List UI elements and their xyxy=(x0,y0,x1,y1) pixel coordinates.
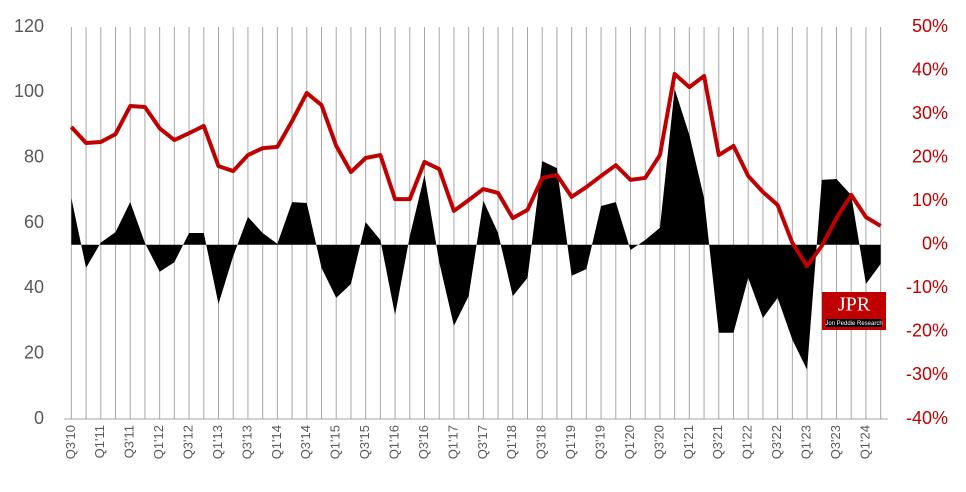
x-tick-label: Q3'23 xyxy=(828,425,843,459)
y2-tick-label: 0% xyxy=(922,234,948,254)
x-tick-label: Q3'12 xyxy=(181,425,196,459)
x-tick-label: Q3'10 xyxy=(63,425,78,459)
y-tick-label: 20 xyxy=(24,342,44,362)
x-tick-label: Q1'23 xyxy=(799,425,814,459)
x-tick-label: Q3'22 xyxy=(769,425,784,459)
y2-tick-label: 30% xyxy=(912,103,948,123)
x-tick-label: Q3'20 xyxy=(651,425,666,459)
y-tick-label: 40 xyxy=(24,277,44,297)
x-tick-label: Q1'11 xyxy=(92,425,107,458)
y-tick-label: 100 xyxy=(14,81,44,101)
y-tick-label: 60 xyxy=(24,212,44,232)
logo-text: JPR xyxy=(838,294,871,316)
x-tick-label: Q3'21 xyxy=(710,425,725,459)
y-tick-label: 80 xyxy=(24,146,44,166)
y-tick-label: 0 xyxy=(34,408,44,428)
x-tick-label: Q3'14 xyxy=(298,425,313,459)
logo-subtitle: Jon Peddie Research xyxy=(825,321,882,327)
x-tick-label: Q3'19 xyxy=(593,425,608,459)
x-tick-label: Q3'13 xyxy=(239,425,254,459)
y2-tick-label: -40% xyxy=(906,408,948,428)
y2-tick-label: 20% xyxy=(912,146,948,166)
logo-strip xyxy=(826,319,882,327)
x-tick-label: Q1'19 xyxy=(563,425,578,459)
area xyxy=(71,88,881,370)
y2-tick-label: -20% xyxy=(906,321,948,341)
x-tick-label: Q3'16 xyxy=(416,425,431,459)
x-tick-label: Q3'11 xyxy=(122,425,137,458)
y2-tick-label: -10% xyxy=(906,277,948,297)
y-tick-label: 120 xyxy=(14,16,44,36)
y2-tick-label: 40% xyxy=(912,59,948,79)
x-tick-label: Q3'17 xyxy=(475,425,490,459)
x-tick-label: Q1'18 xyxy=(504,425,519,459)
x-tick-label: Q1'14 xyxy=(269,425,284,459)
y2-tick-label: -30% xyxy=(906,364,948,384)
x-tick-label: Q1'12 xyxy=(151,425,166,459)
x-tick-label: Q1'15 xyxy=(328,425,343,459)
logo: JPR Jon Peddie Research xyxy=(822,292,886,330)
x-tick-label: Q1'20 xyxy=(622,425,637,459)
x-tick-label: Q1'13 xyxy=(210,425,225,459)
line xyxy=(69,72,882,269)
x-tick-label: Q1'22 xyxy=(740,425,755,459)
y2-tick-label: 10% xyxy=(912,190,948,210)
x-tick-label: Q3'15 xyxy=(357,425,372,459)
x-tick-label: Q1'16 xyxy=(387,425,402,459)
x-tick-label: Q1'21 xyxy=(681,425,696,459)
y2-tick-label: 50% xyxy=(912,16,948,36)
x-tick-label: Q3'18 xyxy=(534,425,549,459)
x-tick-label: Q1'17 xyxy=(445,425,460,459)
x-tick-label: Q1'24 xyxy=(857,425,872,459)
